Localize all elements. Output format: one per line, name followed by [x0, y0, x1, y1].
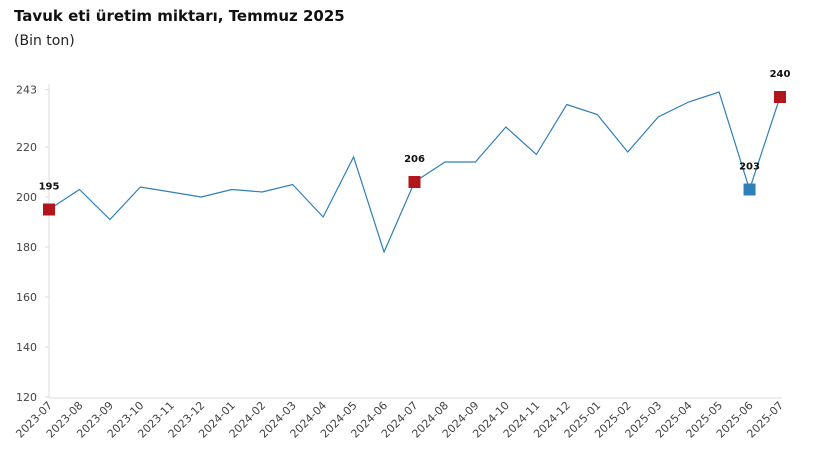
data-label: 203 — [739, 162, 760, 173]
y-tick-label: 180 — [16, 241, 37, 254]
point-marker — [774, 91, 786, 103]
data-label: 206 — [404, 154, 425, 165]
data-label: 195 — [39, 182, 60, 193]
point-marker — [743, 183, 756, 196]
y-tick-label: 220 — [16, 141, 37, 154]
data-label: 240 — [770, 69, 791, 80]
y-tick-label: 160 — [16, 291, 37, 304]
y-tick-label: 120 — [16, 391, 37, 404]
y-tick-label: 140 — [16, 341, 37, 354]
chart-title: Tavuk eti üretim miktarı, Temmuz 2025 — [14, 7, 345, 25]
point-marker — [408, 176, 421, 188]
chart-subtitle: (Bin ton) — [14, 33, 75, 49]
line — [48, 91, 781, 254]
y-tick-label: 200 — [16, 191, 37, 204]
point-marker — [43, 203, 55, 216]
y-tick-label: 243 — [16, 84, 37, 97]
